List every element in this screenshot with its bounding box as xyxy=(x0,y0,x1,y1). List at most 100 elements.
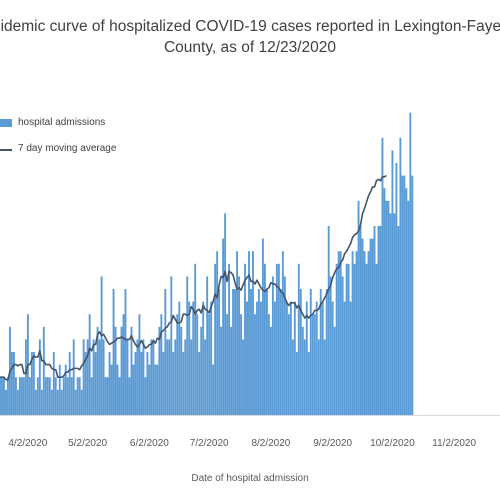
bar-hospital-admissions xyxy=(11,352,13,415)
bar-hospital-admissions xyxy=(252,251,254,415)
bar-hospital-admissions xyxy=(74,389,77,415)
bar-hospital-admissions xyxy=(409,112,412,415)
bar-hospital-admissions xyxy=(397,226,400,415)
bar-hospital-admissions xyxy=(60,389,63,415)
bar-hospital-admissions xyxy=(383,188,386,415)
bar-hospital-admissions xyxy=(265,289,268,415)
bar-hospital-admissions xyxy=(170,276,173,415)
bar-hospital-admissions xyxy=(166,339,169,415)
bar-hospital-admissions xyxy=(110,364,113,415)
bar-hospital-admissions xyxy=(122,314,125,415)
bar-hospital-admissions xyxy=(30,352,33,415)
bar-hospital-admissions xyxy=(186,276,189,415)
bar-hospital-admissions xyxy=(254,314,256,415)
bar-hospital-admissions xyxy=(154,364,157,415)
bar-hospital-admissions xyxy=(381,137,384,416)
bar-hospital-admissions xyxy=(64,364,67,415)
bar-hospital-admissions xyxy=(335,263,338,415)
x-tick-label: 7/2/2020 xyxy=(190,438,229,449)
bar-hospital-admissions xyxy=(285,301,288,415)
bar-hospital-admissions xyxy=(329,276,332,415)
bar-hospital-admissions xyxy=(100,276,103,415)
bar-hospital-admissions xyxy=(102,339,105,415)
bar-hospital-admissions xyxy=(317,339,320,415)
bar-hospital-admissions xyxy=(112,289,115,415)
bar-hospital-admissions xyxy=(82,339,85,415)
chart-title: Epidemic curve of hospitalized COVID-19 … xyxy=(0,16,500,58)
bar-hospital-admissions xyxy=(78,377,81,415)
bar-hospital-admissions xyxy=(80,389,83,415)
bar-hospital-admissions xyxy=(106,377,109,415)
bar-hospital-admissions xyxy=(299,289,302,415)
bar-hospital-admissions xyxy=(391,150,394,415)
bar-hospital-admissions xyxy=(327,226,330,415)
legend-swatch-bar xyxy=(0,119,12,127)
bar-hospital-admissions xyxy=(263,263,266,415)
bar-hospital-admissions xyxy=(214,263,217,415)
bar-hospital-admissions xyxy=(238,276,240,415)
bar-hospital-admissions xyxy=(283,276,286,415)
bar-hospital-admissions xyxy=(222,238,225,415)
bar-hospital-admissions xyxy=(351,251,354,415)
bar-hospital-admissions xyxy=(271,276,274,415)
bar-hospital-admissions xyxy=(343,301,346,415)
bar-hospital-admissions xyxy=(297,263,300,415)
bar-hospital-admissions xyxy=(206,276,209,415)
bar-hospital-admissions xyxy=(94,352,97,415)
bar-hospital-admissions xyxy=(90,377,93,415)
bar-hospital-admissions xyxy=(236,251,238,415)
bar-hospital-admissions xyxy=(168,339,171,415)
bar-hospital-admissions xyxy=(281,251,284,415)
bar-hospital-admissions xyxy=(275,263,278,415)
bar-hospital-admissions xyxy=(301,326,304,415)
bar-hospital-admissions xyxy=(116,364,119,415)
bar-hospital-admissions xyxy=(361,238,364,415)
bar-hospital-admissions xyxy=(92,339,95,415)
bar-hospital-admissions xyxy=(138,314,141,415)
bar-hospital-admissions xyxy=(240,314,242,415)
legend-label-hospital-admissions: hospital admissions xyxy=(18,117,106,128)
bar-hospital-admissions xyxy=(315,301,318,415)
bar-hospital-admissions xyxy=(70,377,73,415)
bar-hospital-admissions xyxy=(108,352,111,415)
bar-hospital-admissions xyxy=(319,289,322,415)
bar-hospital-admissions xyxy=(309,289,312,415)
bar-hospital-admissions xyxy=(260,301,262,415)
bar-hospital-admissions xyxy=(353,263,356,415)
bar-hospital-admissions xyxy=(1,377,3,415)
bar-hospital-admissions xyxy=(144,377,147,415)
bar-hospital-admissions xyxy=(126,339,129,415)
bar-hospital-admissions xyxy=(226,314,229,415)
bar-hospital-admissions xyxy=(22,377,25,415)
x-tick-label: 5/2/2020 xyxy=(68,438,107,449)
bar-hospital-admissions xyxy=(184,339,187,415)
bar-hospital-admissions xyxy=(42,326,45,415)
bar-hospital-admissions xyxy=(72,339,75,415)
bar-hospital-admissions xyxy=(40,389,43,415)
bar-hospital-admissions xyxy=(48,377,51,415)
bar-hospital-admissions xyxy=(32,352,35,415)
bar-hospital-admissions xyxy=(156,364,159,415)
bar-hospital-admissions xyxy=(200,326,203,415)
bar-hospital-admissions xyxy=(96,326,99,415)
bar-hospital-admissions xyxy=(160,314,163,415)
x-tick-label: 8/2/2020 xyxy=(251,438,290,449)
bar-hospital-admissions xyxy=(365,263,368,415)
bar-hospital-admissions xyxy=(188,301,191,415)
bar-hospital-admissions xyxy=(28,377,31,415)
bar-hospital-admissions xyxy=(36,377,39,415)
bar-hospital-admissions xyxy=(216,251,219,415)
bar-hospital-admissions xyxy=(180,326,183,415)
x-tick-label: 4/2/2020 xyxy=(8,438,47,449)
bar-hospital-admissions xyxy=(196,314,199,415)
bar-hospital-admissions xyxy=(305,301,308,415)
bar-hospital-admissions xyxy=(387,200,390,415)
bar-hospital-admissions xyxy=(393,213,396,415)
bar-hospital-admissions xyxy=(363,251,366,415)
bar-hospital-admissions xyxy=(244,263,246,415)
bar-hospital-admissions xyxy=(230,326,233,415)
bar-hospital-admissions xyxy=(54,377,57,415)
bar-hospital-admissions xyxy=(38,339,41,415)
bar-hospital-admissions xyxy=(258,289,260,415)
